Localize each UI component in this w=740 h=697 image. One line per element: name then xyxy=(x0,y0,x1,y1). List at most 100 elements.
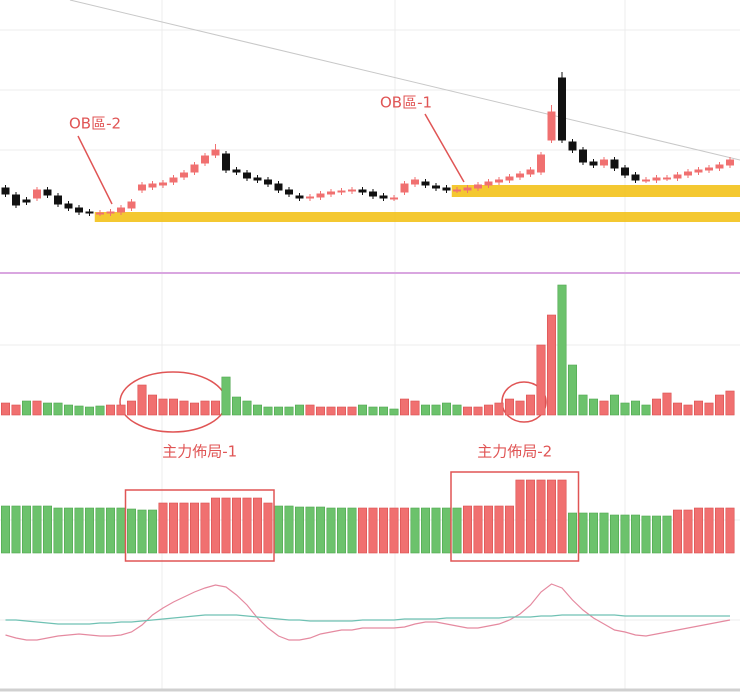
bar xyxy=(546,479,556,554)
bar xyxy=(714,394,724,416)
bar xyxy=(494,505,504,554)
bar xyxy=(662,392,672,416)
bar xyxy=(452,404,462,416)
bar xyxy=(179,502,189,554)
candle-body xyxy=(64,203,73,209)
ob-zone xyxy=(94,212,740,222)
candle-body xyxy=(306,196,314,199)
bar xyxy=(148,394,158,416)
bar xyxy=(504,505,514,554)
candle-body xyxy=(726,159,734,166)
bar xyxy=(399,507,409,554)
candle-body xyxy=(159,182,167,186)
candle-body xyxy=(537,154,545,173)
candle-body xyxy=(421,181,430,186)
candle-body xyxy=(390,197,398,200)
bar xyxy=(347,507,357,554)
candle-body xyxy=(33,189,41,199)
bar xyxy=(725,507,735,554)
trend-line xyxy=(69,0,740,161)
bar xyxy=(725,390,735,416)
bar xyxy=(221,376,231,416)
marks: 主力佈局-1 主力佈局-2 xyxy=(0,72,740,641)
annotation-box xyxy=(124,489,275,562)
bar xyxy=(169,502,179,554)
bar xyxy=(357,507,367,554)
candle-body xyxy=(495,179,503,183)
bar xyxy=(305,404,315,416)
bar xyxy=(662,515,672,554)
bar xyxy=(190,402,200,416)
bar xyxy=(294,506,304,554)
bar xyxy=(452,507,462,554)
bar xyxy=(630,400,640,416)
bar xyxy=(273,406,283,416)
candle-body xyxy=(652,177,661,181)
bar xyxy=(641,515,651,554)
candle-body xyxy=(169,177,178,183)
bar xyxy=(148,509,158,554)
candle-body xyxy=(190,164,199,173)
bar xyxy=(42,402,52,416)
bar xyxy=(536,344,546,416)
candle-body xyxy=(274,183,283,191)
annotation-box xyxy=(450,471,580,562)
bar xyxy=(704,402,714,416)
bar xyxy=(0,402,10,416)
candle-body xyxy=(96,212,104,215)
candle-body xyxy=(43,189,52,196)
bar xyxy=(74,507,84,554)
candle-body xyxy=(285,189,293,195)
annotation: 主力佈局-1 xyxy=(162,443,237,461)
candle-body xyxy=(610,159,619,169)
bar xyxy=(620,402,630,416)
bar xyxy=(651,515,661,554)
candle-body xyxy=(453,189,461,192)
bar xyxy=(609,394,619,416)
candle-body xyxy=(379,195,388,199)
candle-body xyxy=(54,195,62,205)
bar xyxy=(473,406,483,416)
bar xyxy=(42,505,52,554)
bar xyxy=(683,509,693,554)
bar xyxy=(567,364,577,416)
bar xyxy=(441,507,451,554)
bar xyxy=(242,400,252,416)
candle-body xyxy=(642,179,650,182)
bar xyxy=(368,406,378,416)
bar xyxy=(515,400,525,416)
bar xyxy=(347,406,357,416)
bar xyxy=(127,508,137,554)
bar xyxy=(137,384,147,416)
bar xyxy=(211,400,221,416)
annotation-arrow xyxy=(77,135,113,205)
candle-body xyxy=(232,169,241,173)
bar xyxy=(672,402,682,416)
bar xyxy=(399,398,409,416)
candle-body xyxy=(106,211,115,214)
bar xyxy=(11,404,21,416)
candle-body xyxy=(505,176,514,181)
bar xyxy=(32,400,42,416)
bar xyxy=(116,507,126,554)
bar xyxy=(536,479,546,554)
candle-body xyxy=(568,141,577,151)
bar xyxy=(630,514,640,554)
bar xyxy=(378,507,388,554)
bar xyxy=(525,479,535,554)
candle-body xyxy=(295,195,304,199)
bar xyxy=(525,394,535,416)
candle-body xyxy=(589,161,598,166)
bar xyxy=(106,507,116,554)
ob-zone xyxy=(451,185,740,197)
bar xyxy=(200,400,210,416)
bar xyxy=(158,502,168,554)
bar xyxy=(441,402,451,416)
bar xyxy=(263,502,273,554)
bar xyxy=(389,507,399,554)
bar xyxy=(683,404,693,416)
bar xyxy=(336,406,346,416)
bar xyxy=(714,507,724,554)
candle-body xyxy=(117,207,125,213)
bar xyxy=(693,507,703,554)
